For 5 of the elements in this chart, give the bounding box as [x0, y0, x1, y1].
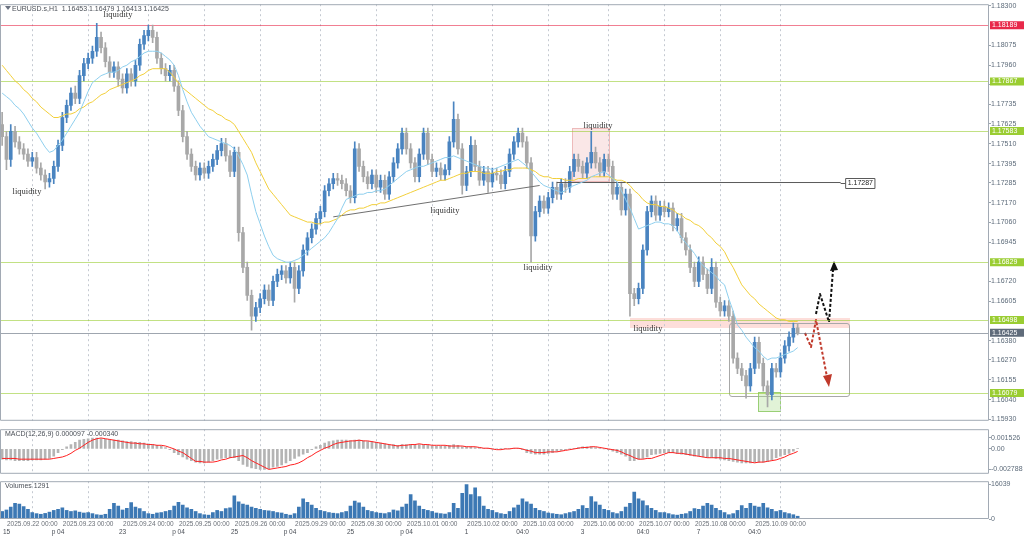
annotation: liquidity	[583, 120, 614, 131]
annotation: liquidity	[523, 262, 554, 273]
annotation: liquidity	[430, 205, 461, 216]
annotation: liquidity	[633, 323, 664, 334]
annotation: liquidity	[12, 186, 43, 197]
